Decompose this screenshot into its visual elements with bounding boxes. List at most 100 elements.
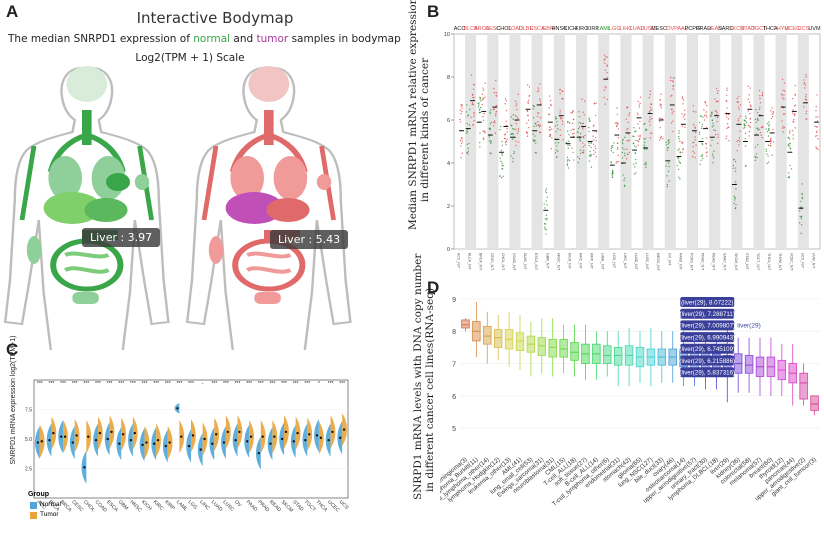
- chart-b-point: [748, 131, 751, 133]
- chart-b-point: [650, 103, 652, 105]
- chart-b-point: [548, 113, 550, 115]
- chart-b-point: [705, 114, 707, 116]
- chart-b-x-label: KICH_N/T: [567, 253, 571, 270]
- chart-b-point: [714, 134, 717, 136]
- panel-c-ylabel: SNRPD1 mRNA expression log2(TPM+1): [10, 335, 17, 465]
- chart-b-point: [659, 120, 661, 123]
- chart-b-point: [734, 199, 736, 201]
- chart-b-band: [686, 34, 698, 249]
- chart-b-point: [510, 133, 513, 135]
- chart-b-point: [544, 223, 547, 225]
- chart-b-x-label: MESO_N/T: [656, 253, 660, 272]
- chart-b-point: [726, 89, 728, 92]
- chart-b-point: [473, 111, 475, 114]
- chart-b-point: [715, 87, 718, 90]
- chart-b-category-label: MESO: [651, 26, 668, 32]
- chart-b-point: [789, 164, 791, 167]
- chart-b-point: [466, 104, 468, 106]
- chart-b-point: [593, 103, 596, 105]
- chart-b-point: [501, 168, 504, 170]
- chart-b-point: [712, 157, 715, 159]
- chart-b-point: [469, 108, 471, 111]
- chart-b-point: [466, 143, 468, 145]
- chart-b-point: [546, 218, 548, 221]
- chart-b-point: [579, 132, 582, 135]
- chart-b-point: [759, 131, 762, 134]
- chart-c-significance: ***: [223, 381, 229, 387]
- chart-c-significance: ***: [130, 381, 136, 387]
- chart-b-point: [517, 130, 520, 132]
- chart-c-median-dot: [327, 438, 330, 442]
- chart-b-point: [755, 121, 757, 124]
- chart-b-point: [783, 98, 785, 100]
- chart-b-point: [626, 153, 629, 155]
- chart-b-point: [692, 105, 694, 107]
- chart-b-point: [734, 197, 736, 199]
- chart-b-point: [556, 145, 558, 147]
- chart-b-point: [770, 140, 772, 142]
- chart-b-point: [515, 144, 517, 147]
- legend-tumor-label: Tumor: [40, 511, 59, 518]
- chart-c-category-label: KICH: [140, 499, 153, 512]
- chart-b-point: [726, 87, 728, 89]
- chart-b-point: [573, 159, 575, 161]
- chart-b-point: [661, 118, 663, 120]
- chart-b-point: [705, 111, 707, 113]
- chart-c-significance: ***: [293, 381, 299, 387]
- chart-b-point: [528, 126, 530, 129]
- chart-b-point: [559, 88, 561, 91]
- chart-b-point: [589, 120, 591, 122]
- chart-b-point: [549, 126, 551, 129]
- chart-b-point: [544, 226, 546, 229]
- chart-b-point: [790, 168, 793, 170]
- chart-b-ytick-label: 6: [447, 118, 450, 124]
- chart-b-point: [603, 96, 606, 99]
- chart-b-point: [637, 140, 640, 143]
- chart-b-point: [682, 99, 685, 101]
- panel-d-letter: D: [427, 278, 440, 297]
- normal-body: [4, 66, 170, 350]
- chart-c-median-dot: [118, 442, 121, 445]
- chart-b-point: [489, 111, 491, 113]
- chart-b-point: [717, 133, 719, 136]
- chart-b-point: [616, 148, 619, 150]
- chart-b-point: [638, 138, 640, 141]
- chart-b-point: [650, 117, 653, 120]
- chart-b-point: [515, 128, 517, 131]
- chart-b-point: [701, 125, 703, 128]
- chart-b-point: [488, 128, 491, 130]
- chart-b-point: [548, 135, 551, 138]
- chart-c-median-dot: [63, 435, 67, 438]
- chart-b-point: [534, 142, 537, 144]
- chart-b-point: [567, 144, 569, 146]
- chart-b-point: [628, 151, 631, 154]
- chart-b-band: [797, 34, 809, 249]
- chart-b-point: [606, 77, 608, 79]
- chart-b-point: [567, 147, 569, 150]
- chart-b-point: [537, 112, 539, 114]
- chart-b-point: [727, 118, 730, 120]
- chart-b-point: [461, 140, 463, 142]
- chart-b-point: [579, 139, 581, 141]
- chart-b-point: [725, 135, 728, 137]
- chart-b-point: [706, 155, 708, 157]
- chart-b-point: [622, 174, 624, 176]
- chart-b-point: [594, 147, 597, 150]
- chart-c-category-label: TGCT: [303, 499, 317, 513]
- chart-b-point: [635, 158, 637, 161]
- chart-b-point: [472, 88, 475, 91]
- chart-b-point: [701, 137, 704, 140]
- chart-b-point: [489, 142, 492, 144]
- chart-b-point: [714, 129, 717, 132]
- chart-c-significance: ***: [118, 381, 124, 387]
- chart-b-point: [512, 118, 514, 120]
- chart-b-point: [510, 116, 512, 118]
- chart-b-point: [539, 100, 542, 102]
- chart-b-point: [804, 87, 806, 89]
- chart-b-point: [466, 122, 468, 125]
- chart-b-point: [633, 135, 635, 138]
- chart-b-point: [761, 92, 764, 94]
- chart-b-point: [783, 126, 786, 129]
- chart-b-point: [470, 74, 473, 76]
- chart-c-median-dot: [71, 441, 74, 444]
